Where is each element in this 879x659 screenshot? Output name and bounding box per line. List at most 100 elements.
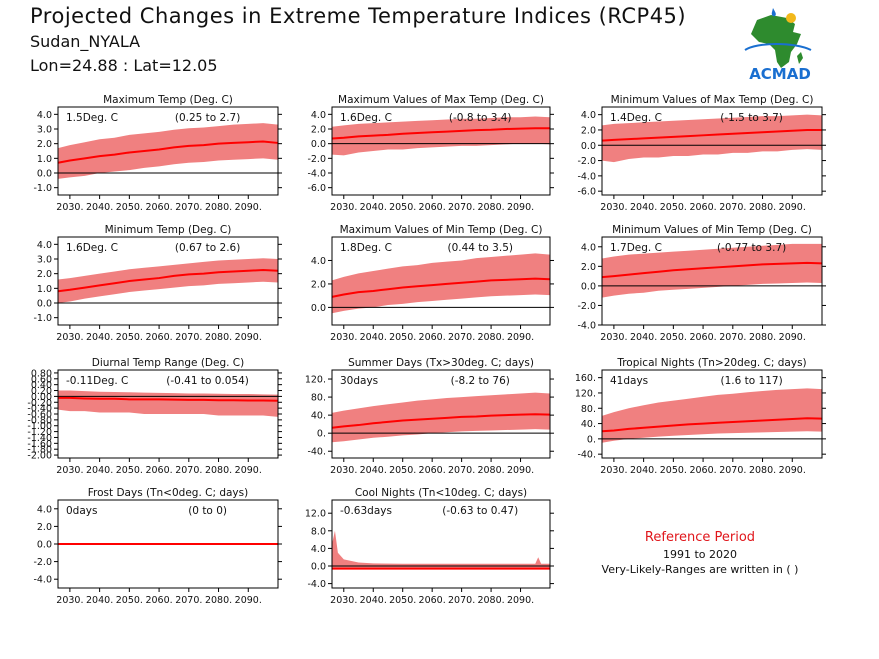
tropical-nights-value-label: 41days [610, 375, 648, 387]
maximum-temp-range-label: (0.25 to 2.7) [175, 112, 241, 124]
min-values-of-min-temp-y-tick-label: 0.0 [581, 281, 596, 292]
diurnal-temp-range-likely-range-band [58, 390, 278, 417]
diurnal-temp-range-y-tick-label: -1.20 [27, 427, 52, 438]
tropical-nights-x-tick-label: 2050. [660, 465, 687, 476]
cool-nights-y-tick-label: 0.0 [311, 562, 326, 573]
summer-days-frame [331, 369, 551, 459]
tropical-nights-y-tick-label: 0. [587, 434, 596, 445]
summer-days-y-tick-label: 40. [311, 411, 326, 422]
tropical-nights-frame [601, 369, 823, 459]
min-values-of-min-temp-likely-range-band [602, 243, 822, 298]
maximum-temp-x-tick-label: 2080. [205, 202, 232, 213]
maximum-temp-panel: Maximum Temp (Deg. C) 1.5Deg. C (0.25 to 2… [33, 94, 282, 213]
minimum-temp-panel: Minimum Temp (Deg. C) 1.6Deg. C (0.67 to 2… [33, 224, 282, 343]
diurnal-temp-range-title: Diurnal Temp Range (Deg. C) [92, 357, 244, 369]
min-values-of-max-temp-y-tick-label: 0.0 [581, 141, 596, 152]
cool-nights-y-tick-label: 8.0 [311, 526, 326, 537]
diurnal-temp-range-x-tick-label: 2080. [205, 465, 232, 476]
max-values-of-max-temp-likely-range-band [332, 116, 550, 156]
frost-days-x-tick-label: 2090. [235, 595, 262, 606]
summer-days-x-tick-label: 2030. [330, 465, 357, 476]
minimum-temp-frame [57, 236, 279, 326]
frost-days-y-tick-label: 0.0 [37, 540, 52, 551]
minimum-temp-y-tick-label: 0.0 [37, 299, 52, 310]
min-values-of-min-temp-y-tick-label: 2.0 [581, 262, 596, 273]
minimum-temp-y-tick-label: -1.0 [33, 313, 52, 324]
max-values-of-max-temp-title: Maximum Values of Max Temp (Deg. C) [338, 94, 544, 106]
cool-nights-x-tick-label: 2030. [330, 595, 357, 606]
max-values-of-min-temp-y-tick-label: 4.0 [311, 256, 326, 267]
min-values-of-min-temp-range-label: (-0.77 to 3.7) [717, 242, 786, 254]
maximum-temp-y-tick-label: 3.0 [37, 125, 52, 136]
max-values-of-min-temp-frame [331, 236, 551, 326]
diurnal-temp-range-y-tick-label: -1.00 [27, 421, 52, 432]
header: Projected Changes in Extreme Temperature… [0, 0, 879, 90]
max-values-of-max-temp-y-tick-label: 4.0 [311, 110, 326, 121]
diurnal-temp-range-x-tick-label: 2090. [235, 465, 262, 476]
minimum-temp-x-tick-label: 2070. [175, 332, 202, 343]
diurnal-temp-range-x-tick-label: 2070. [175, 465, 202, 476]
max-values-of-min-temp-title: Maximum Values of Min Temp (Deg. C) [340, 224, 543, 236]
coordinates-label: Lon=24.88 : Lat=12.05 [30, 56, 218, 75]
cool-nights-x-tick-label: 2080. [477, 595, 504, 606]
frost-days-x-tick-label: 2080. [205, 595, 232, 606]
diurnal-temp-range-x-tick-label: 2060. [145, 465, 172, 476]
cool-nights-y-tick-label: 4.0 [311, 544, 326, 555]
diurnal-temp-range-y-tick-label: -0.40 [27, 404, 52, 415]
min-values-of-max-temp-median-line [601, 128, 822, 142]
min-values-of-min-temp-median-line [601, 261, 823, 279]
reference-period-note: Very-Likely-Ranges are written in ( ) [601, 563, 799, 576]
diurnal-temp-range-y-tick-label: -1.80 [27, 445, 52, 456]
min-values-of-max-temp-title: Minimum Values of Max Temp (Deg. C) [611, 94, 814, 106]
tropical-nights-x-tick-label: 2060. [689, 465, 716, 476]
diurnal-temp-range-y-tick-label: 0.00 [31, 392, 52, 403]
maximum-temp-y-tick-label: 1.0 [37, 154, 52, 165]
location-label: Sudan_NYALA [30, 32, 141, 51]
summer-days-title: Summer Days (Tx>30deg. C; days) [348, 357, 534, 369]
tropical-nights-y-tick-label: 40. [581, 419, 596, 430]
maximum-temp-y-tick-label: -1.0 [33, 183, 52, 194]
diurnal-temp-range-y-tick-label: 0.40 [31, 380, 52, 391]
diurnal-temp-range-x-tick-label: 2030. [56, 465, 83, 476]
max-values-of-max-temp-frame [331, 106, 551, 196]
minimum-temp-value-label: 1.6Deg. C [66, 242, 118, 254]
tropical-nights-y-tick-label: 120. [575, 388, 596, 399]
min-values-of-min-temp-panel: Minimum Values of Min Temp (Deg. C) 1.7De… [577, 224, 826, 343]
max-values-of-min-temp-x-tick-label: 2030. [330, 332, 357, 343]
cool-nights-frame [331, 499, 551, 589]
min-values-of-min-temp-x-tick-label: 2050. [660, 332, 687, 343]
reference-period-years: 1991 to 2020 [662, 548, 738, 561]
summer-days-x-tick-label: 2090. [507, 465, 534, 476]
minimum-temp-x-tick-label: 2050. [116, 332, 143, 343]
diurnal-temp-range-y-tick-label: -1.40 [27, 433, 52, 444]
maximum-temp-x-tick-label: 2040. [86, 202, 113, 213]
tropical-nights-y-tick-label: 160. [575, 373, 596, 384]
frost-days-x-tick-label: 2030. [56, 595, 83, 606]
min-values-of-min-temp-value-label: 1.7Deg. C [610, 242, 662, 254]
max-values-of-min-temp-x-tick-label: 2080. [477, 332, 504, 343]
tropical-nights-likely-range-band [602, 388, 822, 443]
diurnal-temp-range-median-line [58, 396, 279, 402]
minimum-temp-y-tick-label: 4.0 [37, 240, 52, 251]
max-values-of-max-temp-y-tick-label: -6.0 [307, 183, 326, 194]
max-values-of-min-temp-x-tick-label: 2040. [360, 332, 387, 343]
summer-days-y-tick-label: 0. [317, 429, 326, 440]
diurnal-temp-range-x-tick-label: 2050. [116, 465, 143, 476]
diurnal-temp-range-range-label: (-0.41 to 0.054) [166, 375, 249, 387]
max-values-of-max-temp-x-tick-label: 2090. [507, 202, 534, 213]
min-values-of-min-temp-title: Minimum Values of Min Temp (Deg. C) [612, 224, 812, 236]
max-values-of-max-temp-x-tick-label: 2060. [419, 202, 446, 213]
max-values-of-min-temp-range-label: (0.44 to 3.5) [447, 242, 513, 254]
summer-days-y-tick-label: 80. [311, 393, 326, 404]
tropical-nights-median-line [601, 417, 823, 433]
minimum-temp-median-line [57, 268, 279, 293]
max-values-of-min-temp-value-label: 1.8Deg. C [340, 242, 392, 254]
diurnal-temp-range-y-tick-label: -0.60 [27, 410, 52, 421]
max-values-of-max-temp-x-tick-label: 2070. [448, 202, 475, 213]
frost-days-x-tick-label: 2070. [175, 595, 202, 606]
summer-days-y-tick-label: 120. [305, 375, 326, 386]
max-values-of-max-temp-y-tick-label: 2.0 [311, 125, 326, 136]
max-values-of-max-temp-range-label: (-0.8 to 3.4) [449, 112, 512, 124]
cool-nights-x-tick-label: 2050. [389, 595, 416, 606]
